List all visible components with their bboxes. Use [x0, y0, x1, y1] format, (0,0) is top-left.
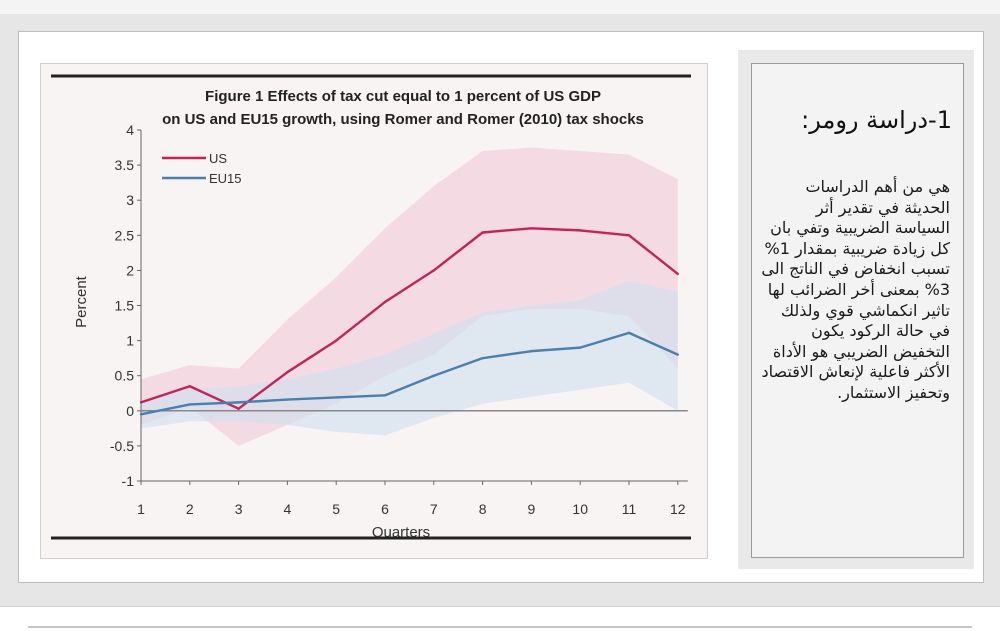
chart-title-line-2: on US and EU15 growth, using Romer and R…: [162, 111, 644, 128]
data-point-eu15: [481, 356, 484, 360]
x-tick-label: 6: [381, 501, 389, 517]
legend-label-eu15: EU15: [209, 171, 242, 186]
x-tick-label: 11: [622, 501, 637, 517]
top-background-band: [0, 0, 1000, 14]
chart-axes: 43.532.521.510.50-0.5-11 2 3 4 5 6 7 8 9 10 11 12: [110, 122, 688, 517]
band-us: [141, 147, 678, 446]
line-chart: Figure 1 Effects of tax cut equal to 1 p…: [51, 74, 691, 541]
data-point-us: [481, 231, 484, 234]
data-point-us: [335, 339, 338, 342]
data-point-us: [383, 300, 387, 304]
series-line-us: [140, 227, 679, 410]
data-point-us: [530, 227, 533, 230]
data-point-eu15: [139, 413, 143, 416]
chart-frame: Figure 1 Effects of tax cut equal to 1 p…: [40, 63, 708, 559]
y-tick-label: 2: [126, 262, 134, 278]
x-tick-label: 4: [284, 501, 292, 517]
data-point-eu15: [237, 401, 240, 404]
data-point-us: [579, 229, 582, 232]
x-tick-label: 3: [235, 501, 243, 517]
data-point-us: [237, 407, 240, 410]
y-axis-label: Percent: [73, 275, 90, 328]
chart-legend: US EU15: [162, 151, 242, 186]
article-heading: 1-دراسة رومر:: [801, 106, 952, 134]
data-point-eu15: [530, 349, 533, 353]
data-point-us: [676, 272, 679, 276]
data-point-us: [286, 370, 289, 374]
article-body: هي من أهم الدراسات الحديثة في تقدير أثر …: [761, 177, 950, 402]
data-point-eu15: [383, 394, 387, 397]
confidence-bands: [141, 147, 678, 446]
y-tick-label: -0.5: [110, 438, 134, 454]
x-axis-label: Quarters: [372, 524, 430, 541]
x-tick-label: 12: [670, 501, 686, 517]
data-point-us: [188, 385, 191, 388]
series-lines: [139, 227, 679, 416]
y-tick-label: 2.5: [115, 227, 135, 243]
series-line-eu15: [140, 331, 679, 416]
data-point-eu15: [627, 331, 631, 335]
data-point-eu15: [286, 398, 289, 401]
band-eu15: [141, 280, 678, 436]
next-card-rule: [28, 626, 972, 628]
data-point-eu15: [579, 346, 582, 349]
data-point-us: [627, 234, 631, 237]
legend-label-us: US: [209, 151, 227, 166]
data-point-eu15: [676, 353, 679, 356]
data-point-eu15: [432, 374, 435, 377]
y-tick-label: 1.5: [115, 298, 135, 314]
text-box: [751, 63, 964, 558]
data-point-eu15: [335, 396, 338, 399]
x-tick-label: 2: [186, 501, 194, 517]
y-tick-label: -1: [122, 473, 135, 489]
y-tick-label: 0.5: [115, 368, 135, 384]
x-tick-label: 10: [572, 501, 588, 517]
y-tick-label: 0: [126, 403, 134, 419]
y-tick-label: 3: [126, 192, 134, 208]
y-tick-label: 1: [126, 333, 134, 349]
data-point-us: [139, 401, 143, 404]
x-tick-label: 1: [137, 501, 145, 517]
data-point-us: [432, 269, 435, 272]
x-tick-label: 5: [332, 501, 340, 517]
x-tick-label: 9: [528, 501, 536, 517]
chart-title-line-1: Figure 1 Effects of tax cut equal to 1 p…: [205, 88, 601, 105]
x-tick-label: 7: [430, 501, 438, 517]
data-point-eu15: [188, 403, 191, 406]
y-tick-label: 3.5: [115, 157, 135, 173]
y-tick-label: 4: [126, 122, 134, 138]
x-tick-label: 8: [479, 501, 487, 517]
